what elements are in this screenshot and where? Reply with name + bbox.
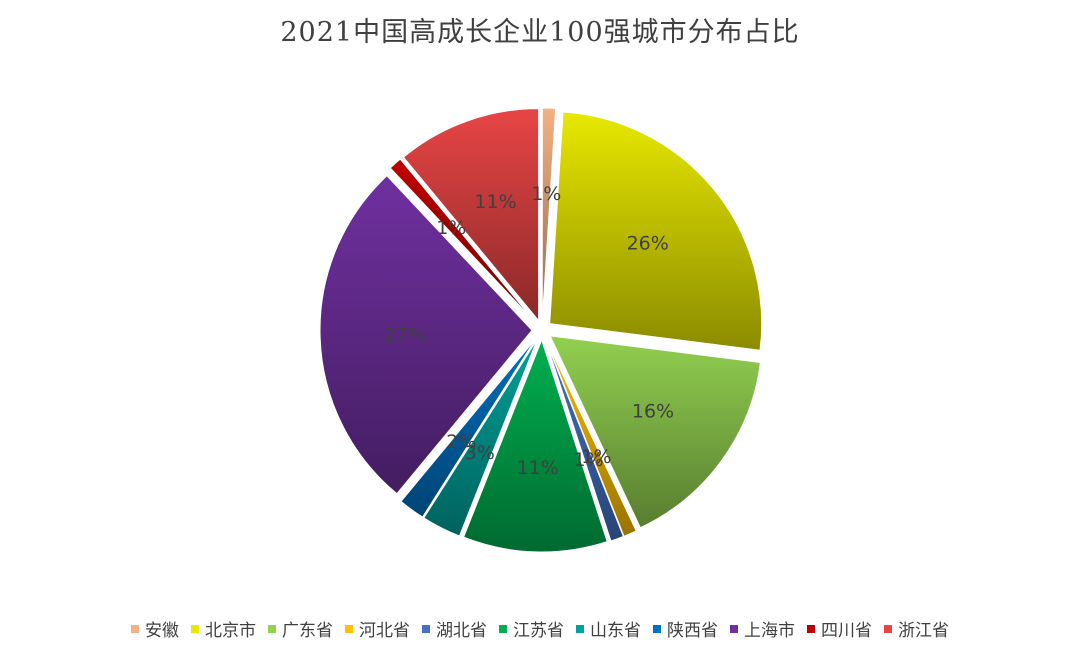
legend-item-河北省: 河北省 (345, 616, 410, 641)
pie-slice-江苏省 (462, 338, 608, 553)
data-labels: 1%26%16%1%1%11%3%2%27%1%11% (384, 183, 674, 479)
pie-slice-四川省 (389, 158, 536, 323)
legend-label: 上海市 (744, 621, 795, 641)
legend-swatch (576, 624, 584, 633)
legend-label: 安徽 (145, 621, 179, 641)
legend-item-浙江省: 浙江省 (884, 616, 949, 641)
pie-chart: 1%26%16%1%1%11%3%2%27%1%11% (319, 107, 763, 553)
data-label-北京市: 26% (627, 233, 669, 255)
pie-slice-河北省 (545, 338, 637, 537)
legend-swatch (191, 624, 199, 633)
legend-label: 四川省 (821, 621, 872, 641)
data-label-山东省: 3% (465, 442, 495, 464)
data-label-广东省: 16% (632, 401, 674, 423)
legend-swatch (730, 624, 738, 633)
chart-legend: 安徽 北京市 广东省 河北省 湖北省 江苏省 山东省 陕西省 上海市 四川省 浙江省 (0, 616, 1080, 641)
pie-slice-陕西省 (400, 337, 537, 518)
legend-label: 湖北省 (436, 621, 487, 641)
data-label-上海市: 27% (384, 324, 426, 346)
legend-label: 江苏省 (513, 621, 564, 641)
legend-item-上海市: 上海市 (730, 616, 795, 641)
legend-label: 广东省 (282, 621, 333, 641)
legend-label: 陕西省 (667, 621, 718, 641)
data-label-河北省: 1% (581, 446, 611, 468)
data-label-浙江省: 11% (474, 191, 516, 213)
data-label-江苏省: 11% (517, 457, 559, 479)
pie-slice-山东省 (423, 338, 538, 537)
legend-swatch (884, 624, 892, 633)
legend-item-江苏省: 江苏省 (499, 616, 564, 641)
legend-swatch (131, 624, 139, 633)
legend-label: 浙江省 (898, 621, 949, 641)
legend-swatch (653, 624, 661, 633)
pie-slices (319, 107, 763, 553)
data-label-湖北省: 1% (573, 449, 603, 471)
data-label-陕西省: 2% (446, 431, 476, 453)
legend-item-山东省: 山东省 (576, 616, 641, 641)
legend-label: 北京市 (205, 621, 256, 641)
pie-slice-广东省 (549, 335, 761, 529)
legend-swatch (268, 624, 276, 633)
legend-item-四川省: 四川省 (807, 616, 872, 641)
pie-slice-北京市 (549, 111, 763, 351)
legend-item-广东省: 广东省 (268, 616, 333, 641)
legend-item-北京市: 北京市 (191, 616, 256, 641)
data-label-四川省: 1% (436, 217, 466, 239)
legend-swatch (345, 624, 353, 633)
legend-swatch (499, 624, 507, 633)
chart-title: 2021中国高成长企业100强城市分布占比 (280, 17, 800, 48)
data-label-安徽: 1% (531, 183, 561, 205)
legend-item-湖北省: 湖北省 (422, 616, 487, 641)
pie-slice-浙江省 (402, 108, 540, 322)
pie-slice-安徽 (541, 107, 557, 321)
legend-label: 河北省 (359, 621, 410, 641)
legend-label: 山东省 (590, 621, 641, 641)
pie-slice-上海市 (319, 175, 533, 495)
legend-item-陕西省: 陕西省 (653, 616, 718, 641)
legend-item-安徽: 安徽 (131, 616, 179, 641)
legend-swatch (807, 624, 815, 633)
pie-slice-湖北省 (544, 339, 625, 542)
legend-swatch (422, 624, 430, 633)
